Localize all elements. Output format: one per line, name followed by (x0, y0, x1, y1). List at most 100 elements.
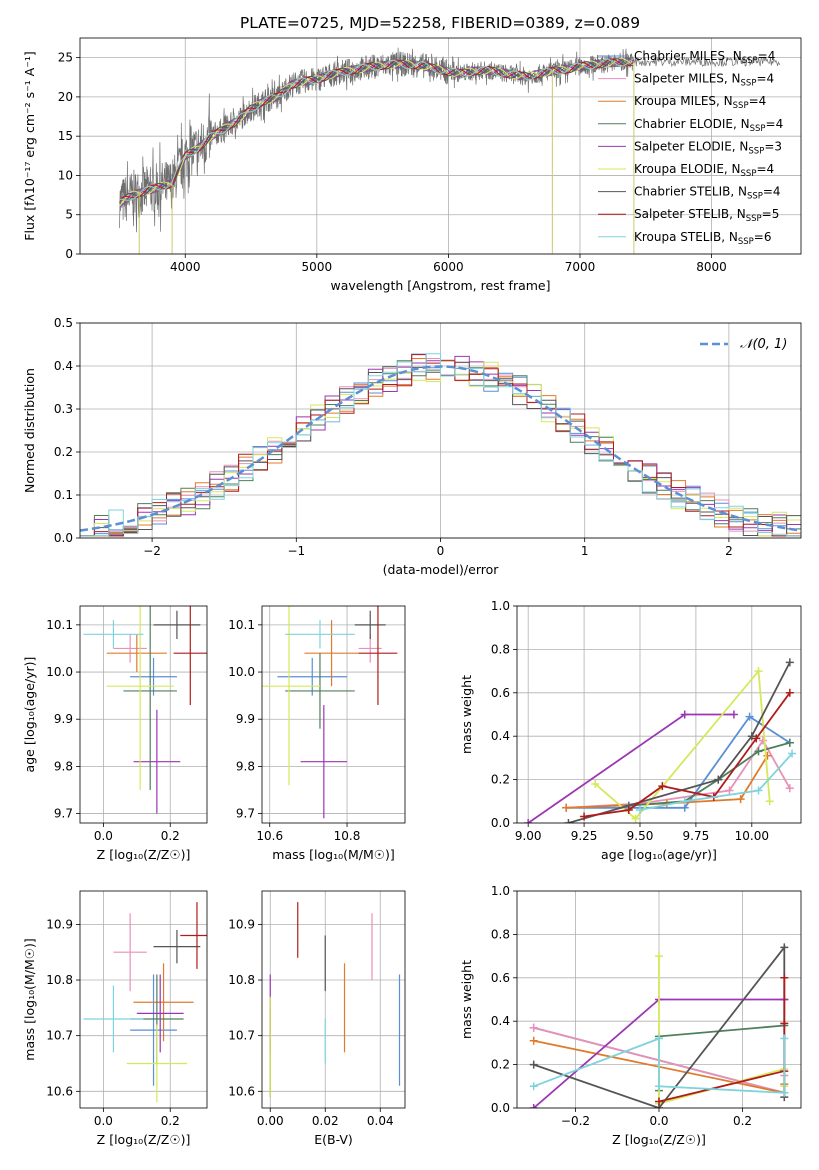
x-tick-label: 9.00 (515, 829, 542, 843)
mw-marker (564, 819, 573, 823)
mw-line (658, 956, 786, 1105)
legend-label-rest: =4 (766, 117, 784, 131)
x-axis-label: wavelength [Angstrom, rest frame] (330, 278, 550, 293)
x-tick-label: 0.02 (312, 1114, 339, 1128)
x-tick-label: 2 (725, 544, 733, 558)
mw-marker (780, 1088, 789, 1097)
mw-marker (763, 751, 772, 760)
plot-mass-ebv: 0.00 0.02 0.04 10.6 10.7 10.8 10.9 E(B-V) (228, 890, 406, 1147)
errorbar-point (133, 963, 194, 1042)
mw-marker (754, 786, 763, 795)
legend-label-main: Salpeter MILES, N (634, 72, 741, 86)
plot-mw-age: 9.00 9.25 9.50 9.75 10.00 0.0 0.2 0.4 0.6 0.8 1.0 a… (459, 599, 802, 862)
legend-label-rest: =5 (762, 207, 780, 221)
x-axis-label: (data-model)/error (383, 562, 500, 577)
y-tick-label: 5 (65, 208, 73, 222)
axes-frame (79, 37, 802, 255)
y-axis-label: mass [log₁₀(M/M☉)] (22, 938, 37, 1060)
mw-marker (745, 712, 754, 721)
mw-line (583, 692, 791, 818)
y-tick-label: 9.9 (236, 712, 255, 726)
x-axis-label: Z [log₁₀(Z/Z☉)] (612, 1132, 706, 1147)
y-tick-label: 0.0 (54, 531, 73, 545)
y-tick-label: 9.7 (54, 807, 73, 821)
mw-marker (752, 734, 761, 743)
plot-mw-z: −0.2 0.0 0.2 0.0 0.2 0.4 0.6 0.8 1.0 Z [log₁₀(Z/Z… (459, 884, 802, 1147)
errorbar-point (304, 620, 359, 687)
errorbar-point (277, 657, 348, 696)
mw-marker (788, 749, 797, 758)
errorbar-point (130, 974, 177, 1086)
mw-marker (529, 1023, 538, 1032)
plot-content (80, 353, 801, 537)
plot-content (83, 606, 207, 814)
x-tick-label: 10.6 (256, 829, 283, 843)
plot-content (529, 943, 789, 1108)
grid (80, 891, 207, 1108)
plot-mass-z: 0.0 0.2 10.6 10.7 10.8 10.9 Z [log₁₀(Z/Z☉)] mas… (22, 890, 208, 1147)
mw-line (658, 1024, 785, 1091)
errorbar-point (285, 653, 355, 729)
plot-content (119, 47, 781, 254)
legend-label-main: Salpeter ELODIE, N (634, 139, 748, 153)
errorbar-point (83, 985, 144, 1053)
grid (80, 606, 207, 823)
plot-content (269, 902, 401, 1097)
x-tick-label: 0.00 (257, 1114, 284, 1128)
y-tick-label: 10.9 (228, 917, 255, 931)
x-axis-label: mass [log₁₀(M/M☉)] (272, 847, 394, 862)
y-tick-label: 10.7 (46, 1029, 73, 1043)
legend-label: Salpeter MILES, NSSP=4 (634, 72, 774, 89)
y-tick-label: 0.6 (491, 686, 510, 700)
mw-marker (714, 775, 723, 784)
y-tick-label: 9.7 (236, 807, 255, 821)
legend-label-rest: =4 (758, 49, 776, 63)
legend-label-main: Chabrier STELIB, N (634, 185, 747, 199)
y-tick-label: 0.4 (54, 359, 73, 373)
mw-marker (631, 814, 640, 823)
y-tick-label: 25 (58, 51, 73, 65)
y-tick-label: 0.5 (54, 316, 73, 330)
mw-marker (529, 1036, 538, 1045)
x-axis-label: age [log₁₀(age/yr)] (601, 847, 717, 862)
legend-label-main: Chabrier MILES, N (634, 49, 742, 63)
grid (262, 606, 405, 823)
mw-marker (658, 782, 667, 791)
legend-label-main: Salpeter STELIB, N (634, 207, 746, 221)
x-tick-label: 10.8 (334, 829, 361, 843)
legend-label: Kroupa MILES, NSSP=4 (634, 94, 766, 111)
errorbar-point (106, 634, 167, 673)
axes-frame (516, 605, 802, 824)
axes-frame (261, 605, 406, 824)
y-axis-label: age [log₁₀(age/yr)] (22, 657, 37, 773)
axes-frame (516, 890, 802, 1109)
mw-marker (780, 943, 789, 952)
mw-marker (655, 1082, 663, 1091)
legend-label-sub: SSP (738, 237, 754, 247)
y-tick-label: 10.1 (46, 618, 73, 632)
y-tick-label: 10.6 (46, 1084, 73, 1098)
errorbar-point (113, 913, 147, 992)
y-axis-label: mass weight (459, 675, 474, 754)
mw-marker (785, 688, 794, 697)
mw-marker (655, 1097, 663, 1106)
y-tick-label: 1.0 (491, 599, 510, 613)
x-tick-label: 8000 (696, 260, 727, 274)
y-tick-label: 10.7 (228, 1029, 255, 1043)
x-tick-label: −2 (143, 544, 161, 558)
errorbar-point (180, 902, 207, 969)
mw-marker (736, 795, 745, 804)
mw-marker (680, 797, 689, 806)
y-tick-label: 10.0 (228, 665, 255, 679)
y-tick-label: 0.4 (491, 1014, 510, 1028)
errorbar-point (136, 974, 184, 1053)
mw-marker (747, 732, 756, 741)
y-tick-label: 0.6 (491, 971, 510, 985)
mw-marker (754, 667, 763, 676)
y-axis-label: Flux [fλ10⁻¹⁷ erg cm⁻² s⁻¹ A⁻¹] (22, 51, 37, 240)
y-tick-label: 10.6 (228, 1084, 255, 1098)
gaussian-curve (80, 365, 799, 532)
legend-label-sub: SSP (741, 169, 757, 179)
mw-line (527, 713, 734, 823)
y-tick-label: 0.0 (491, 816, 510, 830)
